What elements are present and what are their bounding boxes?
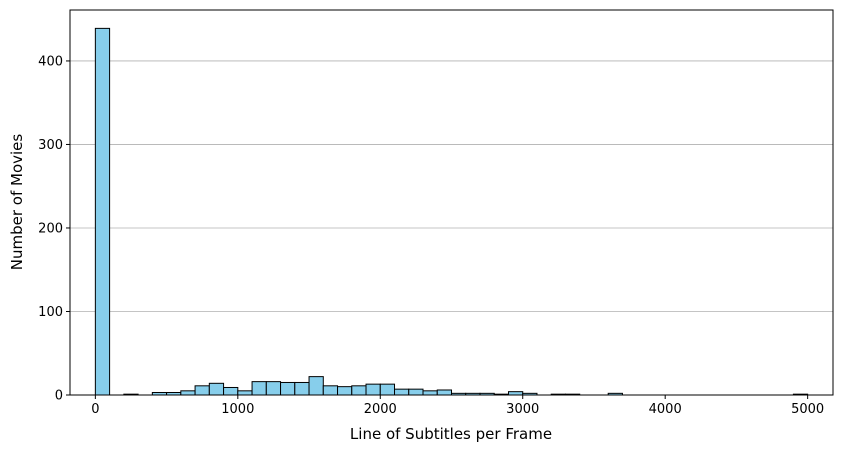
histogram-bar	[337, 386, 353, 396]
histogram-bar	[251, 381, 267, 396]
y-axis-label: Number of Movies	[8, 134, 26, 271]
histogram-bar	[365, 383, 381, 396]
x-tick-label: 1000	[221, 402, 254, 417]
histogram-bar	[208, 382, 225, 396]
histogram-bar	[308, 376, 324, 396]
histogram-bars	[94, 27, 809, 396]
histogram-bar	[322, 385, 339, 396]
histogram-bar	[194, 385, 210, 396]
x-axis-ticks: 0 1000 2000 3000 4000 5000	[91, 395, 824, 417]
histogram-bar	[237, 390, 253, 396]
plot-background	[70, 10, 833, 395]
x-tick-label: 2000	[364, 402, 397, 417]
x-tick-label: 5000	[791, 402, 824, 417]
y-gridlines	[70, 60, 833, 312]
x-tick-label: 4000	[649, 402, 682, 417]
histogram-bar	[379, 383, 396, 396]
histogram-bar	[265, 381, 282, 396]
x-axis-label: Line of Subtitles per Frame	[350, 425, 552, 443]
x-tick-label: 0	[91, 402, 99, 417]
histogram-bar	[223, 386, 239, 396]
histogram-bar	[351, 385, 367, 396]
histogram-bar	[394, 388, 410, 396]
y-tick-label: 0	[55, 389, 63, 404]
y-tick-label: 300	[38, 138, 63, 153]
y-tick-label: 200	[38, 221, 63, 236]
histogram-bar	[280, 381, 296, 396]
y-tick-label: 100	[38, 305, 63, 320]
y-axis-ticks: 0 100 200 300 400	[38, 54, 70, 404]
histogram-bar	[422, 390, 438, 396]
histogram-bar	[507, 391, 524, 396]
histogram-bar	[436, 389, 453, 396]
histogram-bar	[180, 390, 196, 396]
plot-frame	[69, 9, 834, 396]
histogram-bar	[94, 27, 111, 396]
x-tick-label: 3000	[506, 402, 539, 417]
histogram-bar	[294, 381, 310, 396]
histogram-bar	[408, 388, 424, 396]
y-tick-label: 400	[38, 54, 63, 69]
